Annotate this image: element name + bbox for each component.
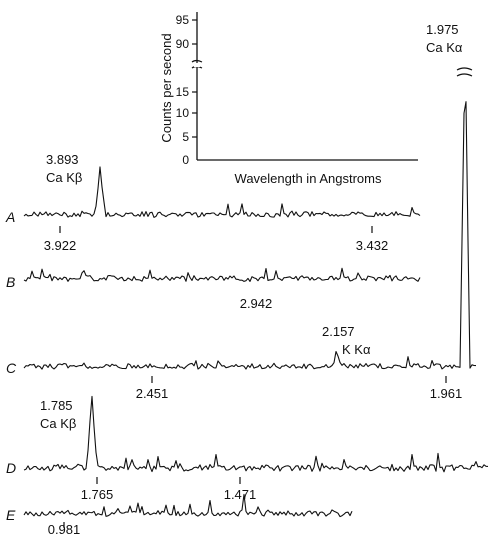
tick-label-d-1765: 1.765 xyxy=(81,487,114,502)
tick-label-b-2942: 2.942 xyxy=(240,296,273,311)
ytick-label-15: 15 xyxy=(176,85,190,99)
tick-label-e-0981: 0.981 xyxy=(48,522,81,535)
trace-label-b: B xyxy=(6,274,15,290)
peak-break-gap xyxy=(458,68,472,76)
x-axis-label: Wavelength in Angstroms xyxy=(235,171,382,186)
peak-value-c-kka: 2.157 xyxy=(322,324,355,339)
trace-e xyxy=(23,493,353,518)
peak-name-a-cakb: Ca Kβ xyxy=(46,170,82,185)
ytick-label-10: 10 xyxy=(176,106,190,120)
tick-label-c-2451: 2.451 xyxy=(136,386,169,401)
tick-label-a-3432: 3.432 xyxy=(356,238,389,253)
tick-label-c-1961: 1.961 xyxy=(430,386,463,401)
peak-break-symbol xyxy=(456,67,473,77)
ytick-label-5: 5 xyxy=(182,130,189,144)
peak-name-c-kka: K Kα xyxy=(342,342,371,357)
trace-label-e: E xyxy=(6,507,16,523)
trace-a xyxy=(23,166,421,218)
y-axis-break-gap xyxy=(194,63,200,67)
peak-name-d-cakb: Ca Kβ xyxy=(40,416,76,431)
trace-label-c: C xyxy=(6,360,17,376)
trace-label-d: D xyxy=(6,460,16,476)
peak-value-c-caka: 1.975 xyxy=(426,22,459,37)
tick-label-a-3922: 3.922 xyxy=(44,238,77,253)
ytick-label-0: 0 xyxy=(182,153,189,167)
trace-d xyxy=(23,395,489,473)
tick-label-d-1471: 1.471 xyxy=(224,487,257,502)
trace-b xyxy=(23,267,421,282)
ytick-label-95: 95 xyxy=(176,13,190,27)
trace-label-a: A xyxy=(5,209,15,225)
y-axis-label: Counts per second xyxy=(159,33,174,142)
trace-c xyxy=(23,101,477,370)
peak-value-d-cakb: 1.785 xyxy=(40,398,73,413)
peak-name-c-caka: Ca Kα xyxy=(426,40,463,55)
peak-value-a-cakb: 3.893 xyxy=(46,152,79,167)
inset-axes: 95 90 15 10 5 0 Counts per second Wavele… xyxy=(159,12,418,186)
ytick-label-90: 90 xyxy=(176,37,190,51)
